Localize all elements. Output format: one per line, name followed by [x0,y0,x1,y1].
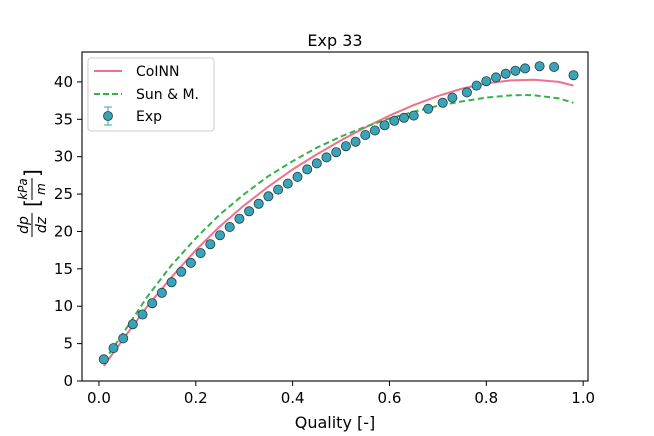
chart-title: Exp 33 [307,31,362,50]
series-line-sun-m [102,94,574,363]
y-tick-label: 35 [54,110,73,128]
legend-label-sun: Sun & M. [136,87,199,103]
y-tick-label: 30 [54,148,73,166]
y-tick-label: 5 [63,335,73,353]
data-point-exp [461,87,472,98]
data-point-exp [292,171,303,182]
y-tick-label: 15 [54,260,73,278]
data-point-exp [127,319,138,330]
data-point-exp [331,147,342,158]
data-point-exp [244,206,255,217]
data-point-exp [340,141,351,152]
y-axis-unit-numerator: kPa [16,178,30,200]
data-point-exp [224,221,235,232]
data-point-exp [147,298,158,309]
data-point-exp [471,80,482,91]
data-point-exp [185,257,196,268]
data-point-exp [408,110,419,121]
y-axis-unit-denominator: m [34,183,48,195]
y-tick-label: 10 [54,297,73,315]
data-point-exp [423,103,434,114]
data-point-exp [447,92,458,103]
data-point-exp [534,61,545,72]
data-point-exp [549,62,560,73]
data-point-exp [263,191,274,202]
data-point-exp [510,65,521,76]
data-point-exp [214,230,225,241]
data-point-exp [253,198,264,209]
y-axis-title-numerator: dp [16,216,32,234]
data-point-exp [205,239,216,250]
y-axis-title: dp dz [ kPa m ] [16,169,50,237]
data-point-exp [156,287,167,298]
data-point-exp [437,97,448,108]
y-axis-title-bracket-open: [ [20,199,44,207]
x-tick-label: 1.0 [571,389,595,407]
data-point-exp [398,112,409,123]
data-point-exp [379,120,390,131]
data-point-exp [369,125,380,136]
legend: CoINN Sun & M. Exp [87,57,215,132]
data-point-exp [118,333,129,344]
legend-box [87,57,215,132]
data-point-exp [282,178,293,189]
data-point-exp [520,63,531,74]
data-point-exp [389,115,400,126]
data-point-exp [195,248,206,259]
data-point-exp [137,309,148,320]
x-tick-label: 0.2 [184,389,208,407]
x-tick-label: 0.4 [281,389,305,407]
data-point-exp [500,68,511,79]
legend-swatch-exp [103,111,113,121]
data-point-exp [108,343,119,354]
x-axis-title: Quality [-] [295,413,376,432]
data-point-exp [98,354,109,365]
data-point-exp [176,266,187,277]
points-layer [98,61,579,365]
legend-label-exp: Exp [136,109,162,125]
x-tick-label: 0.6 [378,389,402,407]
y-tick-label: 40 [54,73,73,91]
data-point-exp [321,152,332,163]
data-point-exp [234,213,245,224]
data-point-exp [360,129,371,140]
data-point-exp [166,277,177,288]
data-point-exp [481,76,492,87]
data-point-exp [490,72,501,83]
y-axis-title-denominator: dz [34,216,50,233]
legend-label-coinn: CoINN [136,64,179,80]
data-point-exp [302,164,313,175]
data-point-exp [311,158,322,169]
x-tick-label: 0.8 [474,389,498,407]
y-axis-title-bracket-close: ] [20,169,44,177]
x-tick-label: 0.0 [87,389,111,407]
x-axis: 0.0 0.2 0.4 0.6 0.8 1.0 [87,381,595,407]
plot-area [81,51,589,382]
plot-frame [81,51,589,382]
data-point-exp [350,136,361,147]
data-point-exp [273,184,284,195]
data-point-exp [568,70,579,81]
y-tick-label: 20 [54,222,73,240]
y-tick-label: 0 [63,372,73,390]
y-axis: 0 5 10 15 20 25 30 35 40 [54,73,82,390]
y-tick-label: 25 [54,185,73,203]
